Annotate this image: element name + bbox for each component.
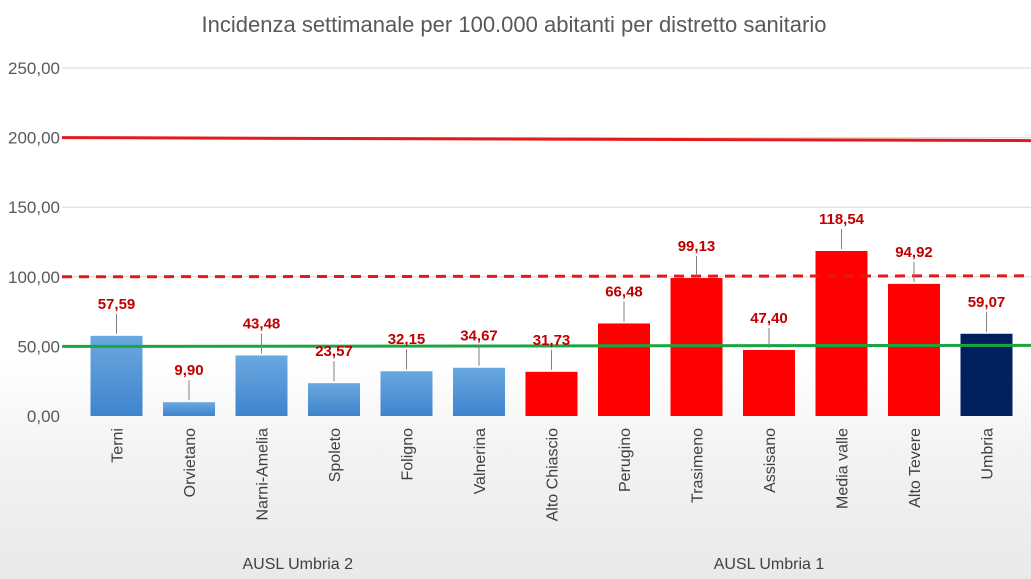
data-label: 34,67 (460, 328, 498, 345)
data-label: 23,57 (315, 343, 353, 360)
y-axis-ticks: 0,00 50,00 100,00 150,00 200,00 250,00 (8, 59, 60, 426)
data-label: 66,48 (605, 283, 643, 300)
reference-line (61, 274, 1031, 279)
x-tick-label: Foligno (400, 428, 417, 481)
bar (90, 335, 143, 416)
group-label: AUSL Umbria 1 (714, 556, 825, 573)
reference-line (61, 136, 1031, 143)
reference-lines (61, 136, 1031, 348)
x-tick-label: Media valle (835, 428, 852, 509)
x-axis-ticks: Terni Orvietano Narni-Amelia Spoleto Foligno… (110, 428, 997, 521)
y-tick-label: 200,00 (8, 129, 60, 148)
data-label: 57,59 (98, 296, 136, 313)
bar (960, 333, 1013, 416)
bar (235, 355, 288, 416)
x-tick-label: Orvietano (182, 428, 199, 497)
x-tick-label: Trasimeno (690, 428, 707, 503)
bar (815, 250, 868, 416)
bar (380, 371, 433, 416)
x-tick-label: Alto Chiascio (545, 428, 562, 521)
data-label: 32,15 (388, 331, 426, 348)
data-label: 43,48 (243, 315, 281, 332)
x-tick-label: Narni-Amelia (255, 428, 272, 521)
bar (888, 283, 940, 416)
data-label: 9,90 (174, 362, 203, 379)
data-labels: 57,59 9,90 43,48 23,57 32,15 34,67 31,73 66,48 9… (98, 211, 1006, 401)
x-tick-label: Valnerina (472, 428, 489, 495)
x-tick-label: Spoleto (327, 428, 344, 482)
bar (308, 383, 360, 416)
x-tick-label: Terni (110, 428, 127, 463)
data-label: 118,54 (819, 211, 865, 228)
x-tick-label: Perugino (617, 428, 634, 492)
bar (525, 371, 578, 416)
x-tick-label: Alto Tevere (907, 428, 924, 508)
bar (598, 323, 650, 416)
data-label: 31,73 (533, 332, 571, 349)
x-tick-label: Assisano (762, 428, 779, 493)
data-label: 99,13 (678, 238, 716, 255)
data-label: 59,07 (968, 294, 1006, 311)
y-tick-label: 50,00 (17, 337, 60, 356)
chart-title: Incidenza settimanale per 100.000 abitan… (202, 12, 827, 37)
group-labels: AUSL Umbria 2 AUSL Umbria 1 (242, 556, 824, 573)
reference-line (61, 343, 1031, 348)
y-tick-label: 250,00 (8, 59, 60, 78)
data-label: 47,40 (750, 310, 788, 327)
y-tick-label: 150,00 (8, 198, 60, 217)
group-label: AUSL Umbria 2 (242, 556, 353, 573)
x-tick-label: Umbria (980, 428, 997, 480)
bar (163, 402, 215, 416)
bar (453, 367, 505, 416)
bar (743, 350, 795, 416)
data-label: 94,92 (895, 244, 933, 261)
gridlines (62, 67, 1031, 347)
y-tick-label: 100,00 (8, 268, 60, 287)
y-tick-label: 0,00 (27, 407, 60, 426)
